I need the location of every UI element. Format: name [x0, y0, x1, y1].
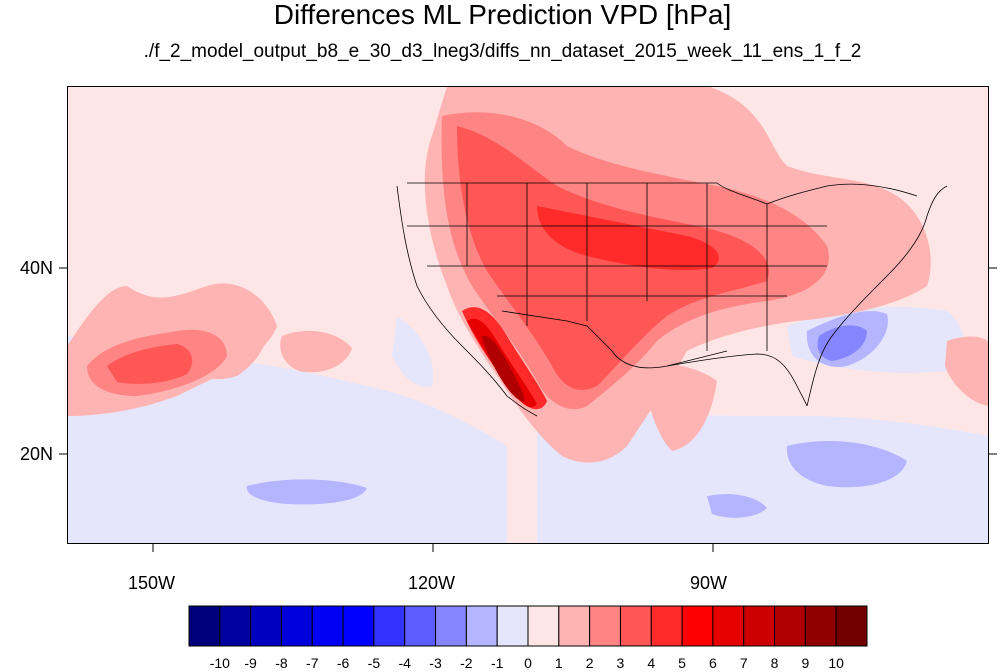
- colorbar-swatch: [404, 605, 437, 647]
- map-title: Differences ML Prediction VPD [hPa]: [273, 0, 732, 30]
- colorbar-swatch: [188, 605, 221, 647]
- pacific-blue-patch: [246, 479, 367, 505]
- us-north-border: [407, 182, 918, 205]
- colorbar-swatch: [650, 605, 683, 647]
- colorbar-label: 3: [616, 655, 625, 671]
- colorbar-label: 5: [678, 655, 686, 671]
- colorbar-swatch: [589, 605, 621, 647]
- map-subtitle: ./f_2_model_output_b8_e_30_d3_lneg3/diff…: [143, 41, 862, 62]
- lat-label-40n: 40N: [20, 258, 54, 278]
- map-plot: [67, 86, 989, 544]
- lon-label-90w: 90W: [690, 573, 728, 593]
- colorbar-swatch: [280, 605, 313, 647]
- pacific-positive-3: [107, 344, 193, 384]
- colorbar-swatch: [342, 605, 375, 647]
- us-west-coast: [396, 185, 538, 417]
- colorbar-label: 7: [739, 655, 748, 671]
- eastpac-blue-patch: [707, 494, 767, 518]
- us-mexico-border: [501, 310, 728, 369]
- state-lines: [407, 183, 827, 351]
- colorbar-swatch: [712, 605, 745, 647]
- pacific-negative-patch: [392, 316, 434, 387]
- colorbar-swatch: [774, 605, 806, 647]
- california-positive-center: [482, 335, 525, 402]
- colorbar-swatch: [250, 605, 282, 647]
- colorbar-label: 4: [647, 655, 656, 671]
- gulf-coast: [666, 353, 808, 407]
- colorbar-label: 8: [770, 655, 779, 671]
- colorbar-label: 2: [585, 655, 594, 671]
- colorbar-label: 1: [554, 655, 563, 671]
- colorbar-swatch: [681, 605, 714, 647]
- colorbar-swatch: [743, 605, 776, 647]
- colorbar-label: -2: [460, 655, 473, 671]
- lon-label-120w: 120W: [408, 573, 456, 593]
- colorbar-label: -7: [306, 655, 319, 671]
- us-east-coast: [806, 185, 948, 407]
- colorbar-swatch: [804, 605, 837, 647]
- colorbar-label: 9: [801, 655, 810, 671]
- colorbar-label: 0: [524, 655, 532, 671]
- colorbar-label: -6: [336, 655, 350, 671]
- colorbar-swatch: [465, 605, 498, 647]
- colorbar-label: -8: [275, 655, 288, 671]
- colorbar-label: -9: [244, 655, 257, 671]
- colorbar-swatch: [373, 605, 406, 647]
- lat-label-20n: 20N: [20, 444, 54, 464]
- colorbar-label: -3: [429, 655, 442, 671]
- gulf-negative-band: [537, 406, 989, 544]
- colorbar-swatch: [558, 605, 591, 647]
- gulf-positive: [642, 364, 717, 451]
- colorbar-label: -1: [490, 655, 504, 671]
- colorbar-swatch: [435, 605, 467, 647]
- colorbar-swatch: [835, 605, 868, 647]
- colorbar-label: 10: [828, 655, 844, 671]
- colorbar-swatch: [619, 605, 652, 647]
- map-svg: [67, 86, 989, 544]
- colorbar: [188, 605, 868, 647]
- colorbar-swatch: [527, 605, 560, 647]
- colorbar-label: -10: [209, 655, 230, 671]
- colorbar-label: 6: [709, 655, 717, 671]
- lon-label-150w: 150W: [128, 573, 176, 593]
- country-borders: [396, 182, 948, 417]
- caribbean-blue-patch: [786, 441, 907, 488]
- colorbar-swatch: [311, 605, 344, 647]
- hawaii-positive: [280, 330, 352, 373]
- plains-positive-4: [537, 206, 719, 271]
- colorbar-label: -5: [367, 655, 381, 671]
- atlantic-blue-core: [817, 325, 867, 361]
- east-atlantic-positive: [945, 336, 989, 406]
- colorbar-label: -4: [398, 655, 411, 671]
- colorbar-swatch: [496, 605, 529, 647]
- colorbar-swatch: [219, 605, 252, 647]
